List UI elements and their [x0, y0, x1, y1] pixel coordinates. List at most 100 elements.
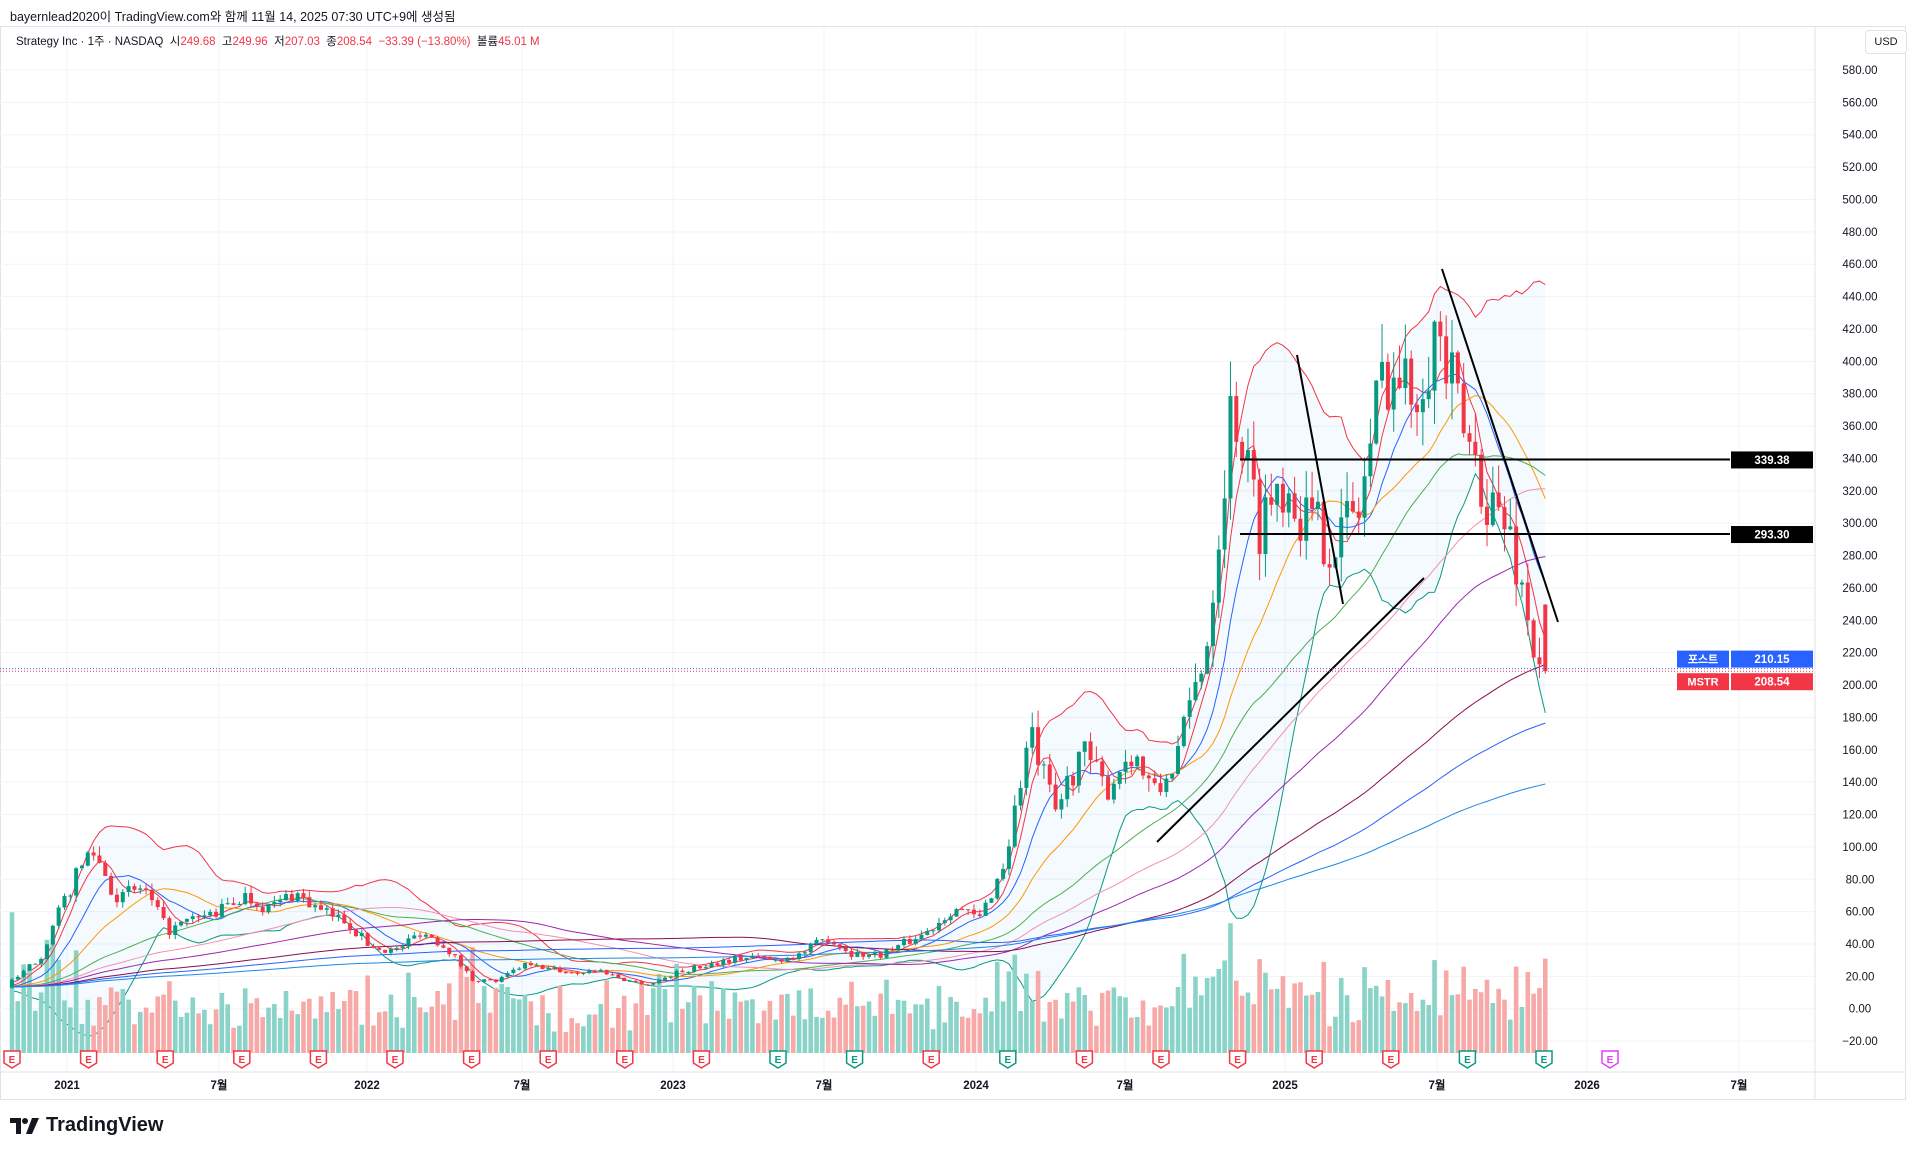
earnings-marker-up[interactable]: E [845, 1050, 864, 1069]
candle [1024, 741, 1029, 796]
earnings-marker-down[interactable]: E [616, 1050, 634, 1069]
x-tick-label: 7월 [514, 1078, 531, 1092]
candle-body [412, 935, 417, 939]
candle-body [56, 907, 61, 926]
candle [896, 944, 901, 953]
earnings-marker-down[interactable]: E [386, 1050, 404, 1069]
candle-body [1088, 741, 1093, 761]
volume-bar [651, 988, 656, 1053]
x-tick-label: 7월 [1429, 1078, 1446, 1092]
candle [1158, 773, 1163, 796]
y-tick-label: 120.00 [1842, 810, 1877, 822]
tradingview-logo[interactable]: TradingView [10, 1114, 163, 1137]
x-tick-label: 2022 [354, 1080, 380, 1092]
earnings-marker-down[interactable]: E [462, 1050, 481, 1069]
candle [1514, 501, 1519, 607]
candle [1170, 773, 1175, 782]
earnings-label: E [392, 1055, 399, 1066]
earnings-marker-up[interactable]: E [1458, 1050, 1477, 1069]
candle-body [1141, 756, 1146, 776]
y-tick-label: 380.00 [1842, 389, 1877, 401]
candle-body [971, 909, 976, 915]
candle [260, 901, 265, 916]
earnings-marker-down[interactable]: E [309, 1050, 328, 1069]
candle-body [832, 942, 837, 945]
earnings-icon [309, 1050, 328, 1069]
candle [1484, 479, 1489, 547]
volume-bar [674, 963, 679, 1053]
earnings-marker-down[interactable]: E [692, 1050, 711, 1069]
candle [1519, 579, 1524, 598]
earnings-marker-down[interactable]: E [1228, 1050, 1247, 1069]
candle [919, 930, 924, 941]
earnings-marker-down[interactable]: E [3, 1050, 21, 1069]
candle-body [1257, 479, 1262, 555]
earnings-marker-down[interactable]: E [1152, 1050, 1170, 1069]
price-label-bg [1731, 451, 1813, 469]
legend-symbol[interactable]: Strategy Inc · 1주 · NASDAQ [16, 36, 164, 48]
earnings-marker-down[interactable]: E [233, 1050, 251, 1069]
volume-bar [1193, 976, 1198, 1053]
candle [639, 979, 644, 985]
candle-body [563, 972, 568, 974]
candle [1059, 793, 1064, 819]
candle-body [272, 902, 277, 905]
candle-body [762, 956, 767, 958]
price-label-bg [1731, 526, 1813, 544]
earnings-marker-down[interactable]: E [1075, 1050, 1094, 1069]
x-tick-label: 2021 [54, 1080, 80, 1092]
candle-body [447, 947, 452, 955]
volume-bar [470, 947, 475, 1053]
earnings-label: E [85, 1055, 92, 1066]
volume-bar [376, 1012, 382, 1053]
candle [1374, 380, 1379, 445]
candle-body [1391, 377, 1396, 410]
candle [1240, 436, 1245, 474]
candle-body [1094, 760, 1099, 762]
volume-bar [487, 1012, 493, 1053]
candle-body [243, 893, 248, 905]
candle-body [791, 957, 796, 960]
volume-bar [143, 1007, 149, 1053]
candle-body [1315, 501, 1320, 509]
candle [703, 965, 708, 970]
candle-body [254, 903, 259, 907]
candle [867, 954, 872, 959]
earnings-marker-down[interactable]: E [156, 1050, 174, 1069]
volume-bar [930, 1029, 936, 1053]
candle [1455, 350, 1460, 394]
volume-bar [1047, 1002, 1053, 1053]
volume-bar [27, 967, 32, 1053]
candle-body [569, 972, 574, 974]
candle [85, 850, 90, 867]
volume-bar [959, 1016, 965, 1053]
candle-body [1240, 441, 1245, 460]
chart-pane[interactable] [0, 26, 1906, 1100]
candle-body [464, 966, 469, 972]
volume-bar [400, 1027, 405, 1053]
earnings-marker-down[interactable]: E [539, 1050, 557, 1069]
earnings-marker-down[interactable]: E [1382, 1050, 1400, 1069]
candle-body [10, 979, 14, 988]
earnings-marker-up[interactable]: E [999, 1050, 1017, 1069]
earnings-icon [1075, 1050, 1094, 1069]
earnings-marker-down[interactable]: E [1305, 1050, 1323, 1069]
earnings-marker-down[interactable]: E [922, 1050, 940, 1069]
earnings-marker-up[interactable]: E [1535, 1050, 1553, 1069]
volume-bar [709, 981, 714, 1053]
candle-body [960, 909, 965, 911]
volume-bar [167, 981, 172, 1053]
currency-button[interactable]: USD [1865, 30, 1907, 54]
candle-body [657, 979, 662, 984]
candle-body [1275, 483, 1280, 505]
earnings-marker-future[interactable]: E [1601, 1050, 1619, 1069]
volume-bar [965, 1017, 971, 1053]
earnings-marker-up[interactable]: E [769, 1050, 787, 1069]
candle-body [132, 886, 137, 890]
volume-bar [1373, 985, 1379, 1053]
candle [1216, 535, 1221, 618]
earnings-marker-down[interactable]: E [79, 1050, 98, 1069]
candle-body [1065, 775, 1070, 800]
candle [633, 980, 638, 983]
